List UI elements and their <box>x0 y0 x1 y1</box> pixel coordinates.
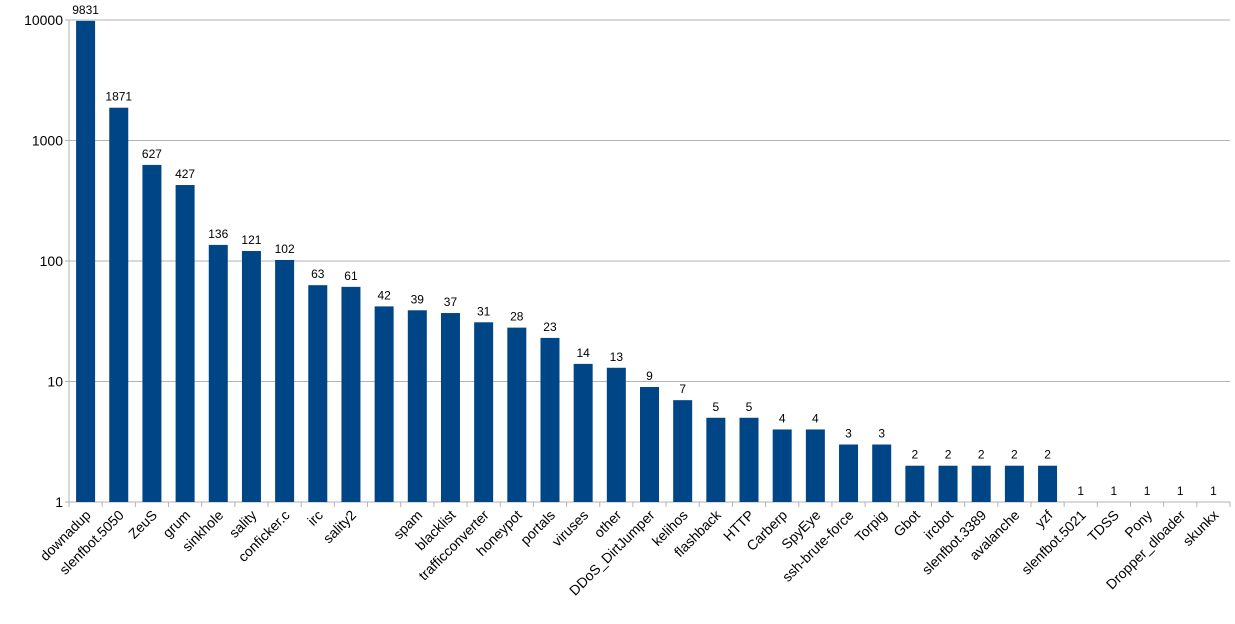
bar <box>905 465 925 502</box>
y-tick-label: 10000 <box>24 12 63 28</box>
data-label: 3 <box>878 427 885 441</box>
y-tick-label: 100 <box>40 253 64 269</box>
bar <box>241 251 261 502</box>
bar <box>573 363 593 502</box>
bar <box>142 164 162 502</box>
data-label: 28 <box>510 310 524 324</box>
bar <box>673 400 693 502</box>
data-label: 1 <box>1210 484 1217 498</box>
x-category-label: irc <box>304 507 326 529</box>
bar <box>407 310 427 502</box>
data-label: 627 <box>142 147 162 161</box>
data-label: 121 <box>241 233 261 247</box>
data-label: 31 <box>477 304 491 318</box>
data-label: 136 <box>208 227 228 241</box>
bar <box>76 20 96 503</box>
bar <box>1004 465 1024 502</box>
data-label: 9 <box>646 369 653 383</box>
bar <box>540 337 560 502</box>
bar <box>275 259 295 502</box>
data-label: 2 <box>1011 448 1018 462</box>
data-label: 39 <box>411 292 425 306</box>
gridlines <box>69 19 1230 382</box>
data-label: 1 <box>1144 484 1151 498</box>
bar <box>474 322 494 502</box>
data-label: 61 <box>344 269 358 283</box>
bar <box>872 444 892 502</box>
data-label: 9831 <box>72 3 99 17</box>
x-category-label: TDSS <box>1084 507 1122 545</box>
bar <box>606 367 626 502</box>
data-label: 427 <box>175 167 195 181</box>
bar <box>208 244 228 502</box>
data-label: 5 <box>746 400 753 414</box>
data-label: 4 <box>812 411 819 425</box>
bar <box>839 444 859 502</box>
x-category-label: skunkx <box>1179 507 1221 549</box>
y-tick-labels: 1 10 100 1000 10000 <box>24 12 63 510</box>
data-label: 23 <box>543 320 557 334</box>
data-label: 3 <box>845 427 852 441</box>
bar <box>440 313 460 502</box>
data-label: 14 <box>576 346 590 360</box>
bar <box>109 107 129 502</box>
data-label: 7 <box>679 382 686 396</box>
bar <box>175 185 195 502</box>
bars <box>76 20 1058 503</box>
bar <box>805 429 825 502</box>
x-category-label: viruses <box>549 507 592 550</box>
bar <box>507 327 527 502</box>
x-category-label: sality2 <box>320 507 360 547</box>
bar <box>374 306 394 502</box>
x-category-label: ZeuS <box>125 507 160 542</box>
data-label: 1 <box>1177 484 1184 498</box>
bar <box>640 387 659 502</box>
bar <box>308 285 328 502</box>
x-category-label: Gbot <box>890 507 923 540</box>
bar <box>772 429 792 502</box>
data-label: 2 <box>1044 448 1051 462</box>
bar <box>1038 465 1058 502</box>
y-tick-label: 10 <box>47 374 63 390</box>
bar <box>971 465 991 502</box>
data-label: 42 <box>377 288 391 302</box>
data-label: 63 <box>311 267 325 281</box>
data-label: 13 <box>610 350 624 364</box>
x-category-label: Torpig <box>852 507 890 545</box>
bar <box>938 465 958 502</box>
data-label: 37 <box>444 295 458 309</box>
data-label: 2 <box>978 448 985 462</box>
data-label: 1 <box>1111 484 1118 498</box>
bar <box>706 417 726 502</box>
bar <box>341 286 361 502</box>
data-label: 1 <box>1077 484 1084 498</box>
y-tick-label: 1000 <box>32 133 63 149</box>
data-label: 2 <box>912 448 919 462</box>
data-label: 5 <box>712 400 719 414</box>
data-label: 2 <box>945 448 952 462</box>
data-label: 1871 <box>105 90 132 104</box>
x-category-label: yzf <box>1032 507 1056 531</box>
data-label: 102 <box>275 242 295 256</box>
y-tick-label: 1 <box>55 494 63 510</box>
bar <box>739 417 759 502</box>
data-label: 4 <box>779 411 786 425</box>
